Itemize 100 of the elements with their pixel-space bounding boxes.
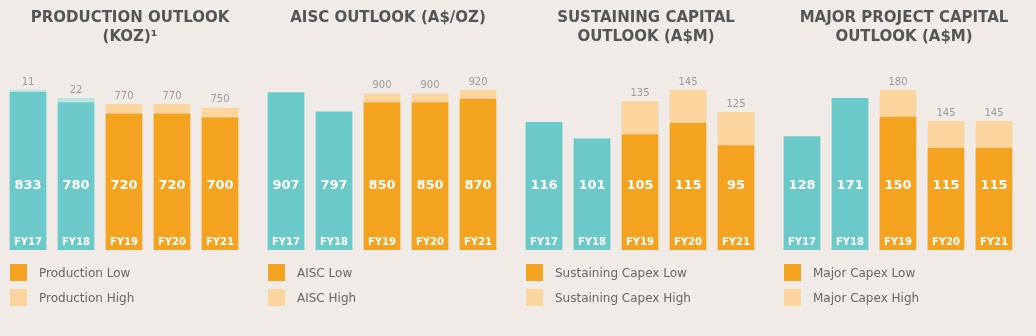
data-label: 95 xyxy=(726,177,746,193)
x-tick-label: FY21 xyxy=(980,235,1009,247)
data-label: 115 xyxy=(980,177,1008,193)
data-label: 700 xyxy=(206,177,234,193)
bar xyxy=(153,104,191,114)
data-label: 116 xyxy=(530,177,558,193)
legend-label: AISC Low xyxy=(297,265,353,280)
chart-title: PRODUCTION OUTLOOK (KOZ)¹ xyxy=(29,8,231,47)
x-tick-label: FY18 xyxy=(578,235,607,247)
total-label: 145 xyxy=(936,106,956,118)
data-label: 101 xyxy=(578,177,606,193)
x-tick-label: FY19 xyxy=(884,235,913,247)
bar xyxy=(105,104,143,114)
bar xyxy=(153,113,191,250)
x-tick-label: FY18 xyxy=(836,235,865,247)
x-tick-label: FY20 xyxy=(674,235,703,247)
data-label: 128 xyxy=(788,177,816,193)
x-tick-label: FY21 xyxy=(722,235,751,247)
total-label: 135 xyxy=(630,86,650,98)
chart-title: SUSTAINING CAPITAL OUTLOOK (A$M) xyxy=(556,8,736,47)
total-label: 900 xyxy=(420,79,440,91)
x-tick-label: FY17 xyxy=(14,235,43,247)
x-tick-label: FY18 xyxy=(62,235,91,247)
chart-title: AISC OUTLOOK (A$/OZ) xyxy=(289,8,487,28)
bar xyxy=(459,90,497,99)
bar xyxy=(57,102,95,250)
legend-label: Production High xyxy=(39,290,135,305)
data-label: 850 xyxy=(416,177,444,193)
bar xyxy=(411,93,449,103)
bar xyxy=(717,112,755,146)
bar xyxy=(363,93,401,103)
bar xyxy=(9,90,47,93)
total-label: 750 xyxy=(210,93,230,105)
bar xyxy=(669,90,707,124)
x-tick-label: FY20 xyxy=(416,235,445,247)
bar xyxy=(57,97,95,103)
bar xyxy=(105,113,143,250)
bar xyxy=(573,138,611,250)
data-label: 115 xyxy=(674,177,702,193)
bar xyxy=(927,121,965,148)
data-label: 115 xyxy=(932,177,960,193)
x-tick-label: FY21 xyxy=(464,235,493,247)
bar xyxy=(975,147,1013,250)
x-tick-label: FY19 xyxy=(368,235,397,247)
total-label: 900 xyxy=(372,79,392,91)
total-label: 770 xyxy=(114,89,134,101)
legend-label: Production Low xyxy=(39,265,131,280)
x-tick-label: FY19 xyxy=(626,235,655,247)
total-label: 770 xyxy=(162,89,182,101)
bar xyxy=(363,102,401,250)
x-tick-label: FY17 xyxy=(530,235,559,247)
x-tick-label: FY21 xyxy=(206,235,235,247)
bar xyxy=(831,98,869,250)
data-label: 11 xyxy=(21,75,35,87)
bar xyxy=(201,107,239,118)
bar xyxy=(717,145,755,250)
legend-label: Major Capex Low xyxy=(813,265,916,280)
data-label: 171 xyxy=(836,177,864,193)
data-label: 797 xyxy=(320,177,348,193)
data-label: 870 xyxy=(464,177,492,193)
bar xyxy=(927,147,965,250)
total-label: 180 xyxy=(888,75,908,87)
bar xyxy=(267,92,305,250)
bar xyxy=(783,136,821,250)
bar xyxy=(411,102,449,250)
bar xyxy=(315,111,353,250)
bar xyxy=(879,116,917,250)
data-label: 907 xyxy=(272,177,300,193)
x-tick-label: FY19 xyxy=(110,235,139,247)
data-label: 105 xyxy=(626,177,654,193)
data-label: 850 xyxy=(368,177,396,193)
total-label: 145 xyxy=(678,75,698,87)
data-label: 833 xyxy=(14,177,42,193)
total-label: 125 xyxy=(726,97,746,109)
total-label: 145 xyxy=(984,106,1004,118)
bar xyxy=(201,117,239,250)
bar xyxy=(525,122,563,250)
bar xyxy=(9,92,47,250)
legend-label: Major Capex High xyxy=(813,290,920,305)
bar xyxy=(459,98,497,250)
legend-label: Sustaining Capex High xyxy=(555,290,691,305)
data-label: 720 xyxy=(110,177,138,193)
total-label: 920 xyxy=(468,75,488,87)
x-tick-label: FY18 xyxy=(320,235,349,247)
bar xyxy=(975,121,1013,148)
x-tick-label: FY20 xyxy=(158,235,187,247)
x-tick-label: FY20 xyxy=(932,235,961,247)
x-tick-label: FY17 xyxy=(788,235,817,247)
data-label: 22 xyxy=(69,83,83,95)
x-tick-label: FY17 xyxy=(272,235,301,247)
legend-label: AISC High xyxy=(297,290,357,305)
bar xyxy=(621,134,659,250)
data-label: 720 xyxy=(158,177,186,193)
data-label: 150 xyxy=(884,177,912,193)
legend-label: Sustaining Capex Low xyxy=(555,265,687,280)
bar xyxy=(621,101,659,135)
data-label: 780 xyxy=(62,177,90,193)
bar xyxy=(879,90,917,117)
bar xyxy=(669,123,707,250)
chart-title: MAJOR PROJECT CAPITAL OUTLOOK (A$M) xyxy=(798,8,1010,47)
